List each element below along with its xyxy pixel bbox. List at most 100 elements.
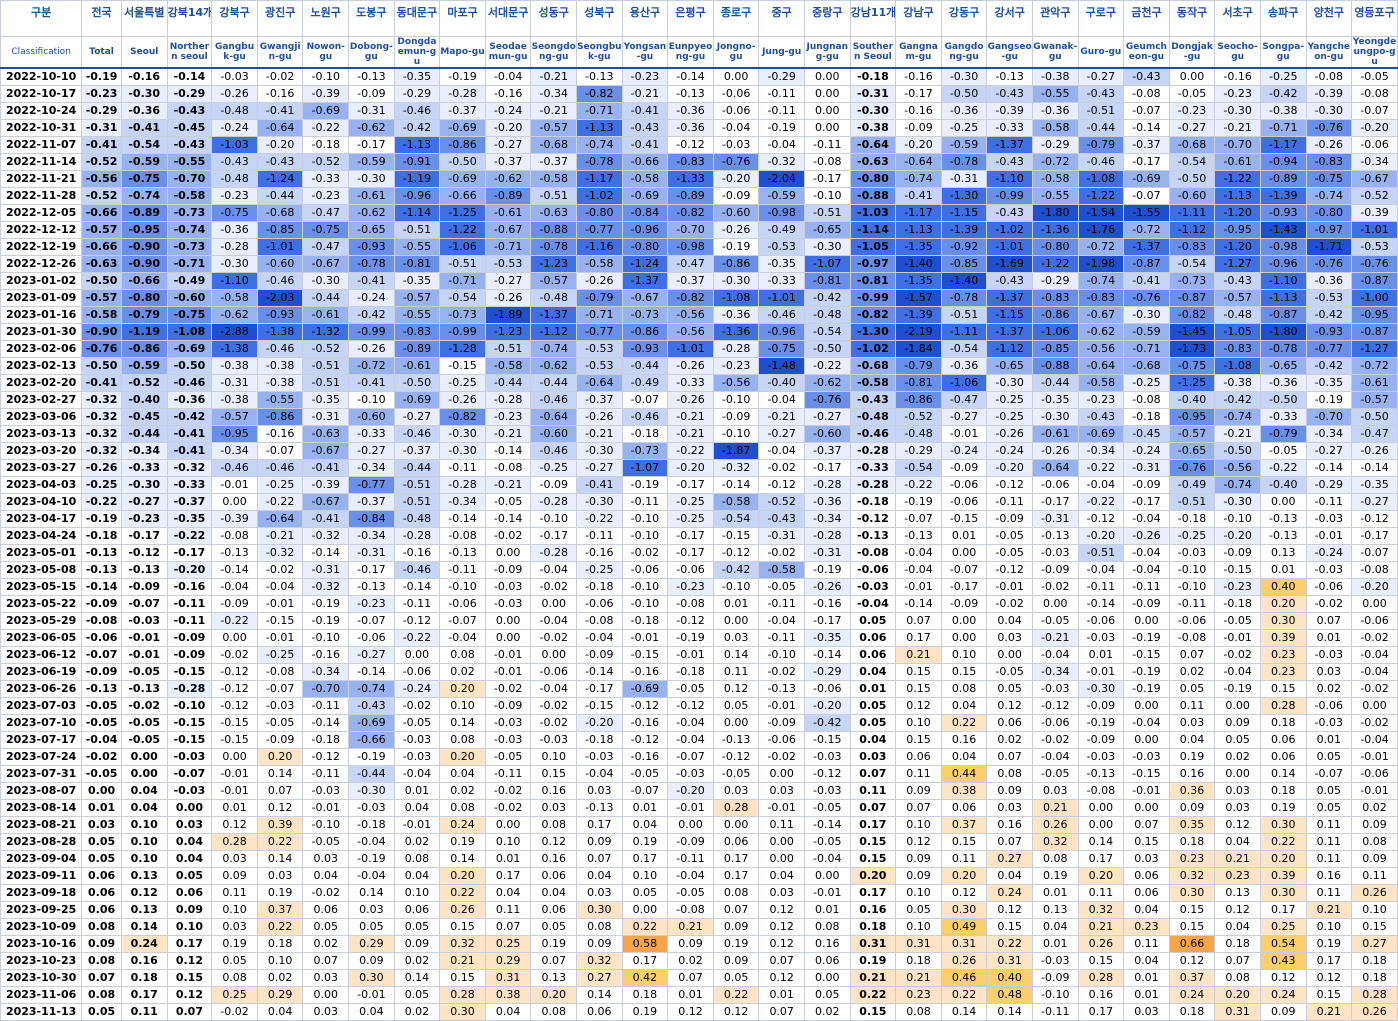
table-cell: -0.52 [81,187,122,205]
table-cell: 0.26 [1077,935,1125,953]
table-cell: -0.61 [302,306,350,324]
table-row: 2023-07-31 -0.05 0.00 -0.07 -0.01 0.14 -0.11 -0… [0,765,1398,783]
table-cell: -0.28 [211,238,258,256]
table-cell: -1.22 [439,221,486,239]
table-cell: -0.09 [1031,969,1079,987]
table-cell: 0.23 [1214,867,1261,885]
table-cell: 0.15 [166,969,213,987]
table-cell: -0.77 [576,221,623,239]
table-cell: 0.04 [1031,918,1079,936]
table-cell: 0.24 [120,935,168,953]
table-cell: -0.06 [1031,476,1079,494]
row-date: 2023-09-11 [0,867,83,885]
table-cell: -0.76 [1305,119,1353,137]
table-cell: -0.66 [120,272,168,290]
table-cell: -0.04 [393,765,441,783]
table-row: 2023-05-01 -0.13 -0.12 -0.17 -0.13 -0.32 -0.14… [0,544,1398,562]
table-cell: -0.16 [576,544,623,562]
table-cell: -0.32 [81,425,122,443]
table-cell: 0.06 [576,1003,623,1021]
table-cell: -0.27 [758,425,805,443]
table-cell: -0.04 [1077,561,1125,579]
table-cell: -0.30 [439,425,486,443]
table-cell: 0.10 [895,884,942,902]
table-cell: -1.01 [1351,221,1398,239]
table-cell: -0.52 [758,493,805,511]
table-cell: 0.30 [940,901,988,919]
table-cell: 0.09 [986,782,1033,800]
table-cell: -0.03 [1077,748,1125,766]
table-cell: 0.19 [211,935,258,953]
table-cell: -1.37 [986,323,1033,341]
table-cell: -0.11 [758,102,805,120]
table-cell: 0.15 [849,850,897,868]
table-row: 2023-04-24 -0.18 -0.17 -0.22 -0.08 -0.21 -0.32… [0,527,1398,545]
table-row: 2023-08-28 0.05 0.10 0.04 0.28 0.22 -0.05 -0.04… [0,833,1398,851]
table-cell: 0.15 [530,765,578,783]
table-cell: -0.11 [166,612,213,630]
table-cell: -0.26 [986,425,1033,443]
table-cell: 0.04 [1214,833,1261,851]
table-cell: 0.37 [1168,969,1216,987]
table-cell: 0.17 [849,816,897,834]
table-cell: -0.53 [484,255,532,273]
table-cell: -0.78 [940,289,988,307]
row-date: 2023-09-18 [0,884,83,902]
table-cell: 0.05 [712,697,760,715]
table-cell: -0.53 [758,238,805,256]
table-cell: -0.69 [1077,425,1125,443]
table-cell: -1.36 [1031,221,1079,239]
table-cell: -0.01 [1305,527,1353,545]
table-cell: -0.75 [211,204,258,222]
table-cell: -0.29 [166,85,213,103]
table-cell: 0.17 [166,935,213,953]
table-cell: -0.89 [393,340,441,358]
table-cell: -0.30 [712,272,760,290]
table-cell: -0.61 [484,204,532,222]
table-cell: -0.54 [120,136,168,154]
table-cell: 0.39 [1259,867,1307,885]
table-cell: -1.89 [484,306,532,324]
table-cell: -0.16 [895,102,942,120]
table-cell: -0.03 [166,748,213,766]
table-cell: -0.51 [530,187,578,205]
table-cell: -0.93 [1305,323,1353,341]
table-cell: 0.12 [211,816,258,834]
table-cell: -0.18 [81,527,122,545]
table-cell: 0.11 [712,663,760,681]
row-date: 2023-05-29 [0,612,83,630]
table-cell: 0.15 [439,969,486,987]
table-cell: 0.28 [211,833,258,851]
table-cell: -0.56 [667,306,714,324]
table-cell: -0.06 [1351,765,1398,783]
table-cell: -0.07 [81,646,122,664]
table-cell: -0.74 [1305,187,1353,205]
table-cell: -1.13 [1259,289,1307,307]
table-cell: 0.31 [849,935,897,953]
table-cell: -1.40 [940,272,988,290]
table-cell: 0.01 [1259,561,1307,579]
table-cell: -0.71 [576,306,623,324]
table-cell: -1.45 [1168,323,1216,341]
table-cell: 0.11 [1305,833,1353,851]
table-cell: 0.15 [940,833,988,851]
table-cell: -0.19 [1214,680,1261,698]
table-cell: 0.00 [803,67,851,86]
table-cell: 0.05 [712,969,760,987]
table-cell: -0.74 [895,170,942,188]
table-cell: 0.30 [1259,884,1307,902]
table-cell: 0.08 [803,918,851,936]
row-date: 2023-03-06 [0,408,83,426]
table-cell: 0.00 [712,816,760,834]
table-cell: -0.86 [712,255,760,273]
table-cell: -0.27 [1168,119,1216,137]
table-cell: -0.30 [1077,680,1125,698]
table-cell: 0.28 [439,986,486,1004]
table-cell: -0.59 [120,153,168,171]
table-cell: -0.27 [803,408,851,426]
table-cell: 0.18 [1168,833,1216,851]
table-cell: 0.04 [120,799,168,817]
table-cell: 0.36 [1168,782,1216,800]
table-cell: 0.04 [758,867,805,885]
table-cell: -0.44 [256,187,304,205]
